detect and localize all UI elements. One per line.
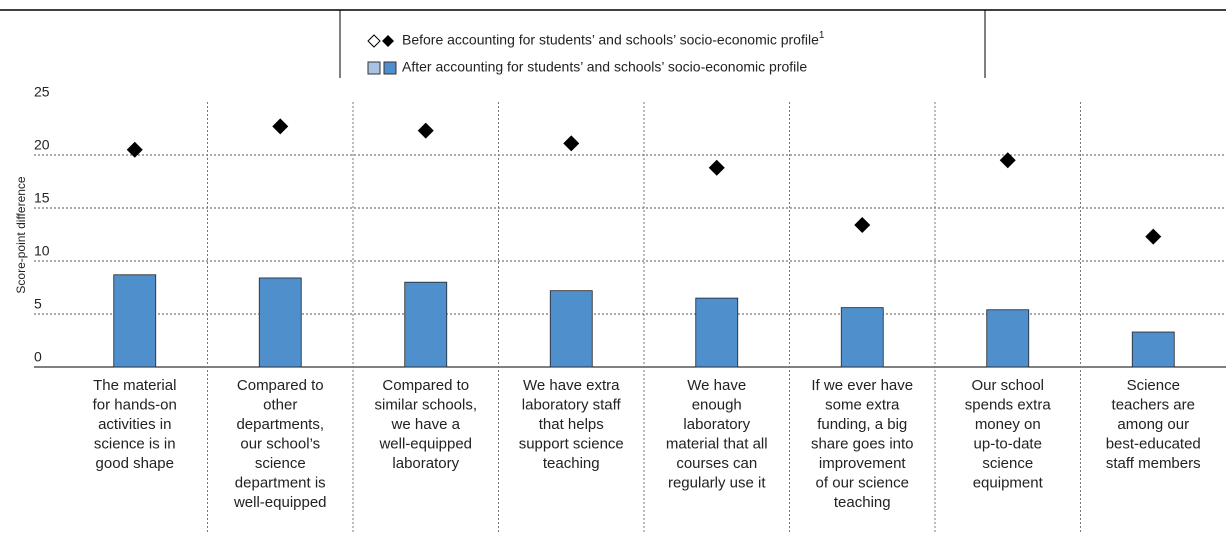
x-tick-label: up-to-date — [974, 435, 1042, 452]
y-tick-label: 25 — [34, 84, 50, 100]
legend-label: After accounting for students’ and schoo… — [402, 59, 807, 75]
diamond-marker — [708, 159, 725, 176]
y-tick-label: 5 — [34, 296, 42, 312]
footnote-marker: 1 — [819, 30, 825, 41]
x-tick-label: If we ever have — [811, 377, 913, 394]
bar — [113, 274, 157, 368]
x-tick-label: teachers are — [1112, 396, 1195, 413]
bar — [258, 277, 302, 368]
x-tick-label: funding, a big — [817, 416, 907, 433]
x-tick-label: enough — [692, 396, 742, 413]
bar — [549, 290, 593, 368]
x-tick-label: laboratory — [392, 455, 459, 472]
x-tick-label: departments, — [236, 416, 324, 433]
x-tick-label: that helps — [539, 416, 604, 433]
x-tick-label: good shape — [96, 455, 174, 472]
x-tick-label: material that all — [666, 435, 768, 452]
x-tick-label: Our school — [971, 377, 1044, 394]
x-tick-label: money on — [975, 416, 1041, 433]
x-tick-label: Science — [1127, 377, 1180, 394]
bar — [1131, 331, 1175, 368]
x-tick-label: spends extra — [965, 396, 1052, 413]
x-tick-label: of our science — [816, 474, 909, 491]
x-tick-label: similar schools, — [374, 396, 477, 413]
x-tick-label: improvement — [819, 455, 907, 472]
x-tick-label: best-educated — [1106, 435, 1201, 452]
x-tick-label: science — [982, 455, 1033, 472]
x-tick-label: Compared to — [382, 377, 469, 394]
x-tick-label: well-equipped — [378, 435, 472, 452]
diamond-marker — [563, 135, 580, 152]
x-tick-label: support science — [519, 435, 624, 452]
diamond-marker — [1145, 228, 1162, 245]
x-tick-label: laboratory — [683, 416, 750, 433]
bar — [404, 281, 448, 368]
x-tick-label: staff members — [1106, 455, 1201, 472]
legend-marker — [367, 61, 381, 75]
x-tick-label: we have a — [391, 416, 461, 433]
x-tick-label: We have — [687, 377, 746, 394]
x-tick-label: courses can — [676, 455, 757, 472]
x-tick-label: well-equipped — [233, 494, 327, 511]
x-tick-label: equipment — [973, 474, 1044, 491]
x-tick-label: regularly use it — [668, 474, 766, 491]
diamond-marker — [417, 122, 434, 139]
x-tick-label: department is — [235, 474, 326, 491]
x-tick-label: teaching — [543, 455, 600, 472]
bar — [986, 309, 1030, 368]
diamond-marker — [126, 141, 143, 158]
x-tick-label: science — [255, 455, 306, 472]
x-tick-label: Compared to — [237, 377, 324, 394]
x-tick-label: activities in — [98, 416, 171, 433]
legend-label: Before accounting for students’ and scho… — [402, 30, 825, 48]
x-tick-label: laboratory staff — [522, 396, 622, 413]
legend-marker — [382, 35, 394, 47]
y-tick-label: 15 — [34, 190, 50, 206]
bar — [695, 297, 739, 368]
x-tick-label: We have extra — [523, 377, 620, 394]
legend-marker — [367, 34, 381, 48]
x-tick-label: science is in — [94, 435, 176, 452]
x-tick-label: among our — [1117, 416, 1189, 433]
legend-marker — [383, 61, 397, 75]
diamond-marker — [854, 216, 871, 233]
x-tick-label: The material — [93, 377, 176, 394]
x-tick-label: teaching — [834, 494, 891, 511]
bar — [840, 307, 884, 368]
x-tick-label: other — [263, 396, 297, 413]
x-tick-label: for hands-on — [93, 396, 177, 413]
diamond-marker — [272, 118, 289, 135]
x-tick-label: our school’s — [240, 435, 320, 452]
x-tick-label: share goes into — [811, 435, 914, 452]
diamond-marker — [999, 152, 1016, 169]
y-tick-label: 10 — [34, 243, 50, 259]
x-tick-label: some extra — [825, 396, 900, 413]
y-axis-label: Score-point difference — [14, 176, 28, 294]
y-tick-label: 0 — [34, 349, 42, 365]
y-tick-label: 20 — [34, 137, 50, 153]
